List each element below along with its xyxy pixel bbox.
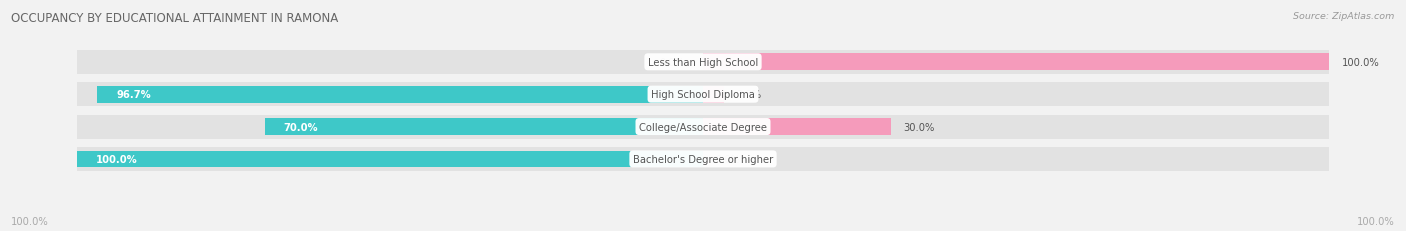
Bar [703, 86, 724, 103]
Text: 96.7%: 96.7% [117, 90, 150, 100]
Text: Source: ZipAtlas.com: Source: ZipAtlas.com [1294, 12, 1395, 21]
Text: 100.0%: 100.0% [11, 216, 49, 226]
Text: 30.0%: 30.0% [904, 122, 935, 132]
Text: Less than High School: Less than High School [648, 58, 758, 67]
Text: Bachelor's Degree or higher: Bachelor's Degree or higher [633, 154, 773, 164]
Bar [77, 83, 1329, 107]
Text: OCCUPANCY BY EDUCATIONAL ATTAINMENT IN RAMONA: OCCUPANCY BY EDUCATIONAL ATTAINMENT IN R… [11, 12, 339, 24]
Text: College/Associate Degree: College/Associate Degree [638, 122, 768, 132]
Text: 100.0%: 100.0% [96, 154, 138, 164]
Bar [703, 54, 1329, 71]
Text: 0.0%: 0.0% [716, 154, 741, 164]
Legend: Owner-occupied, Renter-occupied: Owner-occupied, Renter-occupied [593, 229, 813, 231]
Bar [97, 86, 703, 103]
Bar [264, 119, 703, 135]
Text: 70.0%: 70.0% [284, 122, 318, 132]
Text: 100.0%: 100.0% [1341, 58, 1379, 67]
Bar [703, 119, 891, 135]
Text: 3.3%: 3.3% [737, 90, 761, 100]
Bar [77, 151, 703, 168]
Text: 100.0%: 100.0% [1357, 216, 1395, 226]
Bar [77, 147, 1329, 171]
Bar [77, 115, 1329, 139]
Text: 0.0%: 0.0% [659, 58, 685, 67]
Bar [77, 51, 1329, 74]
Text: High School Diploma: High School Diploma [651, 90, 755, 100]
